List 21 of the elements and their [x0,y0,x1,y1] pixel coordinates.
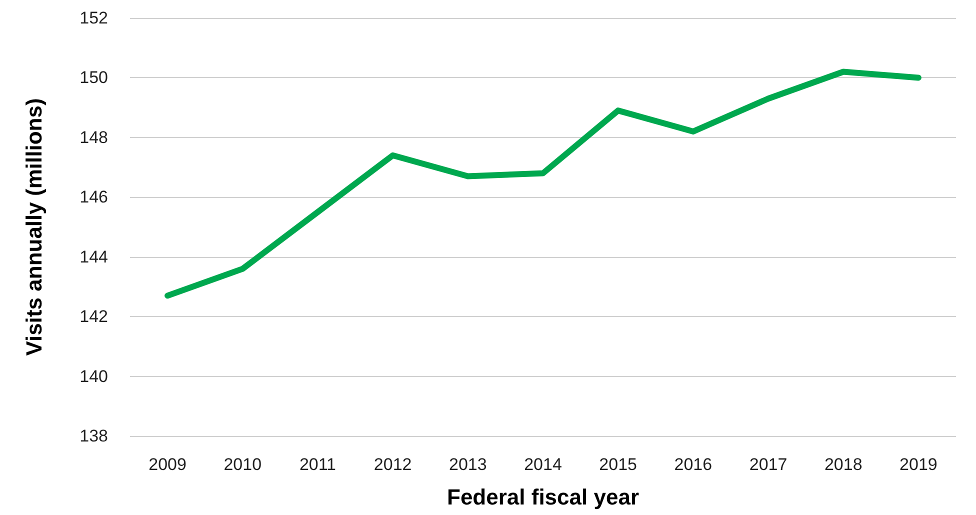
y-tick-label: 148 [80,128,108,147]
y-tick-label: 138 [80,426,108,446]
y-tick-label: 152 [80,8,108,28]
x-axis-title: Federal fiscal year [446,484,640,510]
x-tick-label: 2013 [448,455,487,474]
y-tick-label: 150 [80,68,108,88]
x-tick-label: 2018 [824,455,862,474]
x-tick-label: 2010 [224,455,262,474]
x-tick-label: 2015 [599,455,638,474]
x-tick-label: 2017 [749,455,788,474]
x-tick-label: 2019 [900,455,938,474]
x-tick-label: 2014 [524,455,562,474]
x-tick-label: 2016 [674,455,712,474]
x-tick-label: 2011 [299,455,336,474]
y-tick-label: 142 [80,307,108,326]
y-tick-label: 146 [80,188,108,207]
y-tick-label: 140 [80,366,108,386]
y-axis-title: Visits annually (millions) [22,98,46,356]
x-tick-label: 2009 [148,455,186,474]
y-tick-label: 144 [80,247,108,266]
x-tick-label: 2012 [374,455,412,474]
